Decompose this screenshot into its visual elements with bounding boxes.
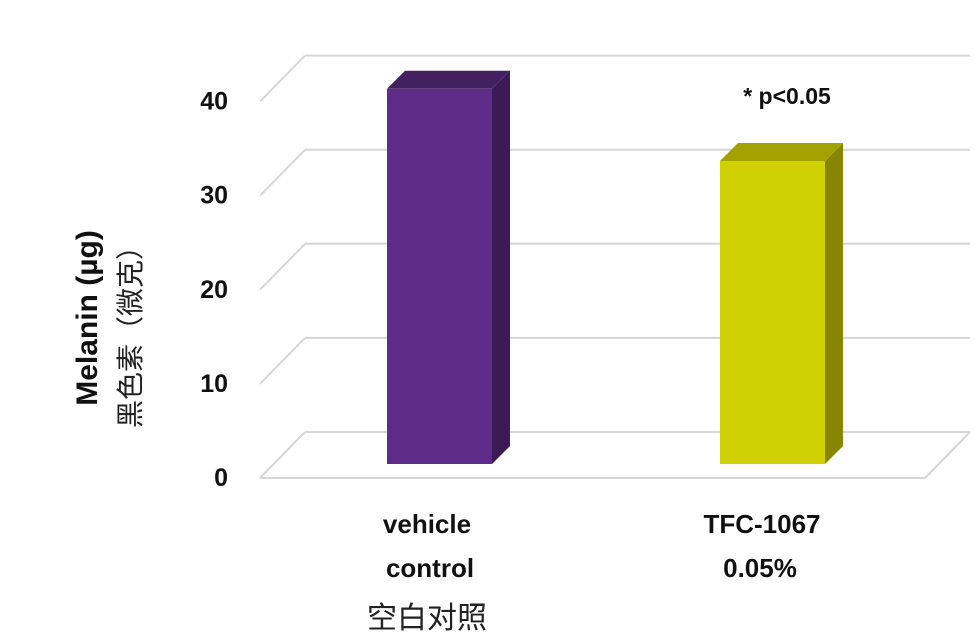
category-label-vehicle-line2: control [386, 553, 474, 583]
bar-side-face [492, 70, 510, 465]
bar-front-face [720, 161, 825, 464]
category-label-tfc-line2: 0.05% [723, 553, 797, 583]
category-label-tfc-line1: TFC-1067 [703, 509, 820, 539]
y-axis-label-chinese: 黑色素（微克） [114, 232, 147, 428]
y-tick-label: 0 [214, 464, 228, 492]
y-tick-label: 10 [200, 370, 228, 398]
y-axis-label: Melanin (µg) [71, 230, 104, 406]
bar-vehicle-control [387, 70, 510, 465]
floor-side-edge [924, 431, 971, 479]
category-label-vehicle-line1: vehicle [383, 509, 471, 539]
gridline-depth [259, 431, 306, 479]
bar-front-face [387, 88, 492, 465]
y-tick-label: 20 [200, 276, 228, 304]
bar-tfc-1067 [720, 143, 843, 464]
gridline-depth [259, 243, 306, 291]
bar-top-face [387, 70, 510, 89]
y-tick-label: 30 [200, 182, 228, 210]
x-category-labels: vehicle control 空白对照 TFC-1067 0.05% [367, 509, 821, 634]
bar-top-face [720, 143, 843, 162]
gridline-depth [259, 149, 306, 197]
y-tick-labels: 0 10 20 30 40 [200, 88, 228, 492]
category-label-vehicle-chinese: 空白对照 [367, 601, 487, 634]
bar-side-face [825, 143, 843, 464]
gridline-depth [259, 337, 306, 385]
gridlines [259, 54, 971, 479]
significance-annotation: * p<0.05 [743, 83, 831, 109]
y-axis-title: Melanin (µg) 黑色素（微克） [71, 230, 147, 428]
bars [387, 70, 843, 465]
gridline-depth [259, 54, 306, 103]
y-tick-label: 40 [200, 88, 228, 116]
